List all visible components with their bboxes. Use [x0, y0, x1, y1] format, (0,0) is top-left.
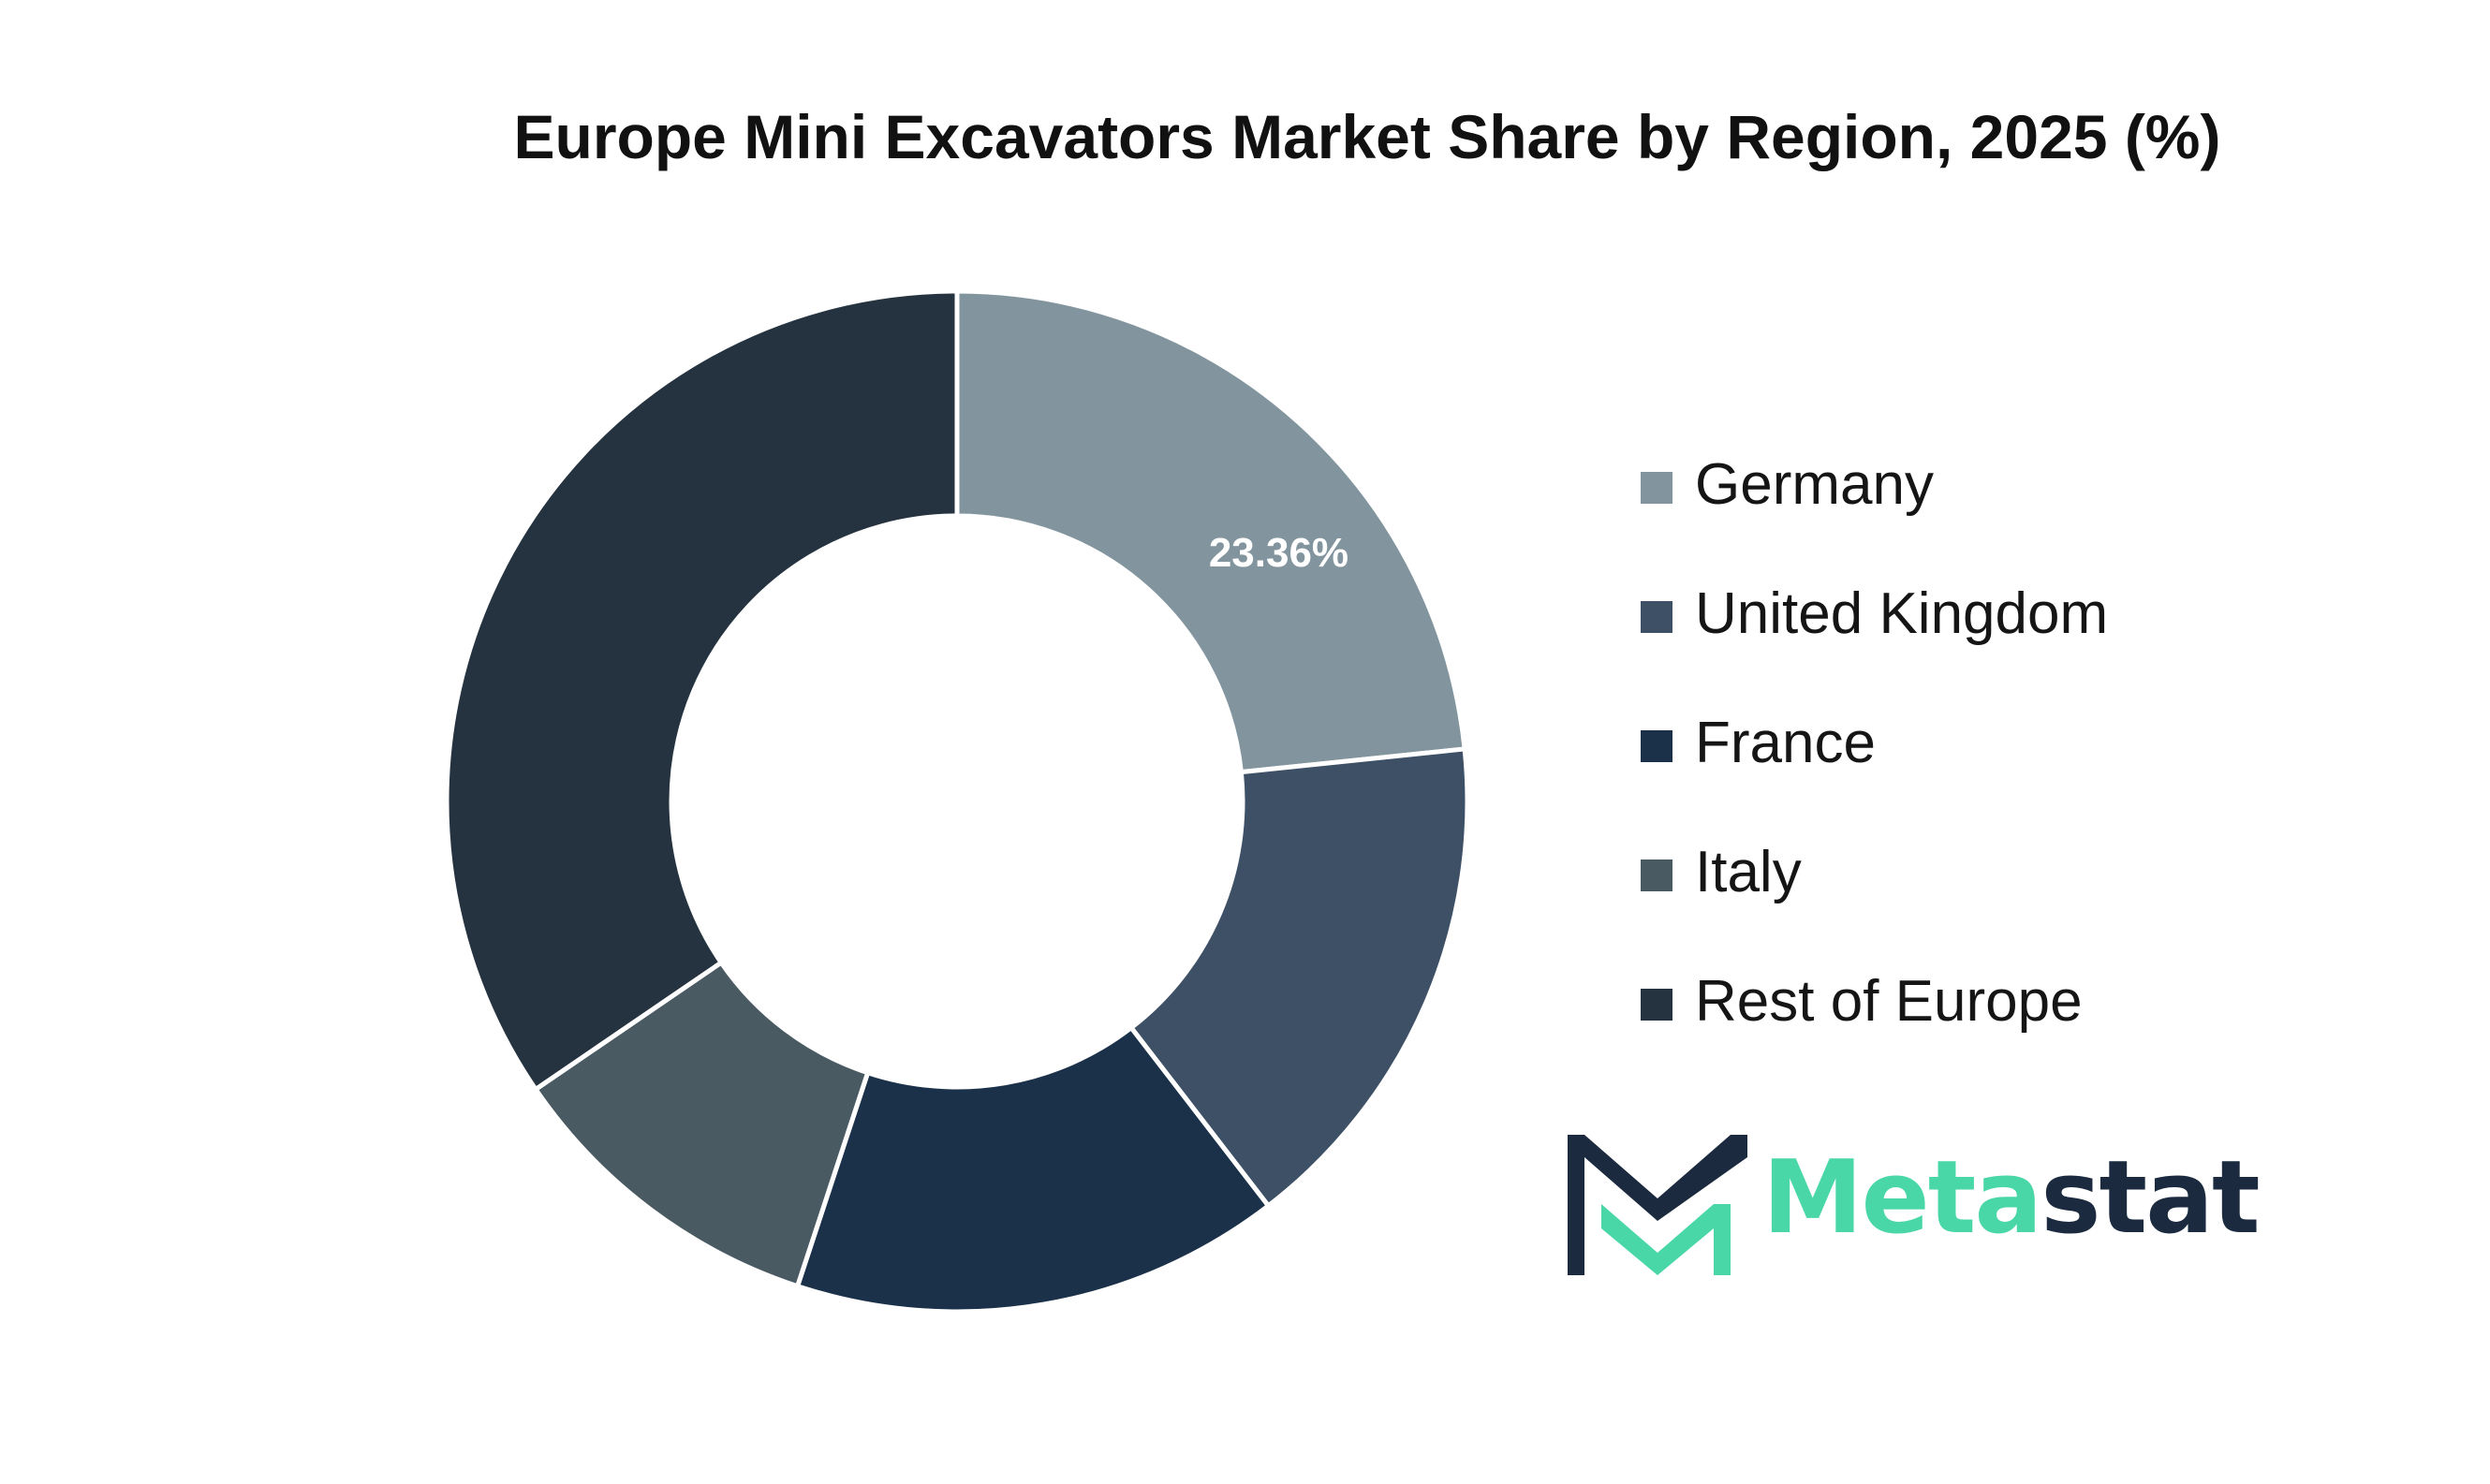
legend-label: France [1695, 711, 1876, 775]
chart-title: Europe Mini Excavators Market Share by R… [513, 102, 2221, 171]
legend-item-italy: Italy [1641, 835, 2108, 964]
slice-rest-of-europe [444, 288, 960, 1093]
metastat-logo: Metastat [1564, 1124, 2261, 1283]
legend-item-france: France [1641, 706, 2108, 835]
legend-swatch [1641, 601, 1672, 633]
legend-label: Germany [1695, 452, 1934, 517]
legend-label: United Kingdom [1695, 581, 2109, 646]
legend-swatch [1641, 472, 1672, 504]
legend-label: Rest of Europe [1695, 969, 2083, 1034]
slice-united-kingdom [1127, 746, 1470, 1210]
metastat-logo-mark-icon [1568, 1135, 1747, 1275]
legend-swatch [1641, 989, 1672, 1021]
slice-germany [954, 288, 1467, 775]
metastat-logo-text: Metastat [1762, 1139, 2261, 1256]
legend: Germany United Kingdom France Italy Rest of … [1641, 448, 2108, 1094]
logo-text-part1: Meta [1762, 1139, 2042, 1256]
legend-item-rest-of-europe: Rest of Europe [1641, 964, 2108, 1094]
slice-france [794, 1024, 1272, 1315]
legend-swatch [1641, 860, 1672, 891]
data-label-germany: 23.36% [1209, 530, 1348, 576]
legend-item-united-kingdom: United Kingdom [1641, 577, 2108, 706]
legend-label: Italy [1695, 840, 1802, 904]
slice-italy [532, 959, 871, 1289]
legend-item-germany: Germany [1641, 448, 2108, 577]
logo-text-part2: stat [2041, 1139, 2260, 1256]
legend-swatch [1641, 730, 1672, 762]
